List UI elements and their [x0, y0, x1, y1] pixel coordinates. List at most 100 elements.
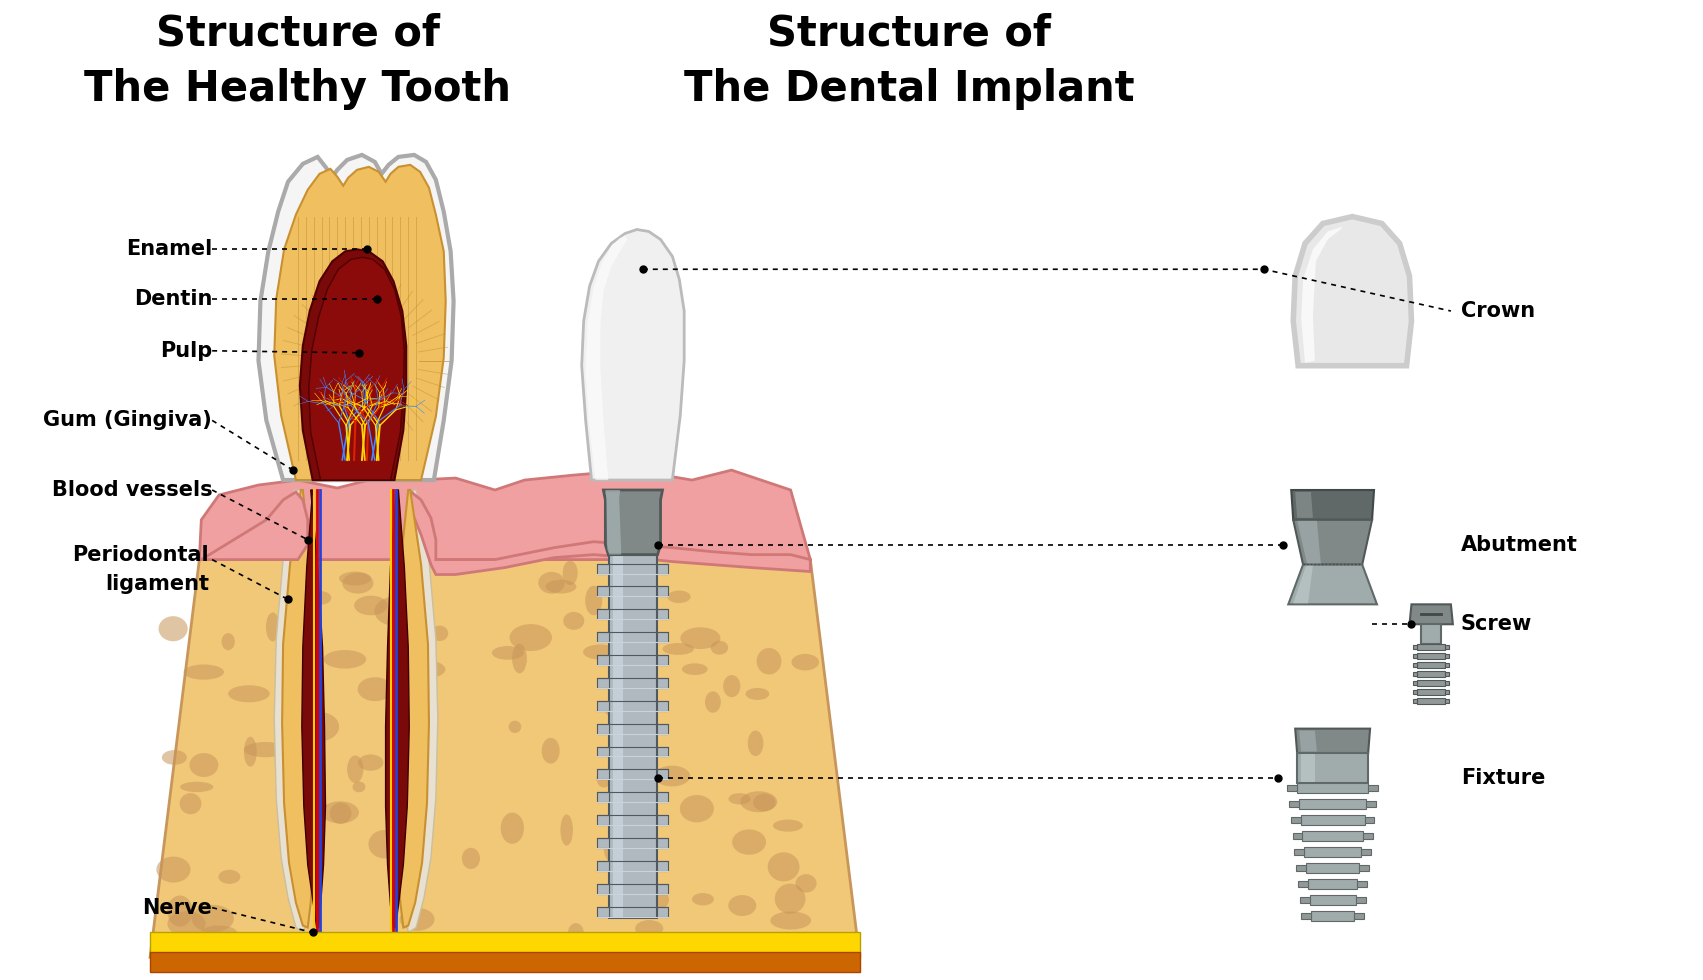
Polygon shape	[1298, 520, 1322, 563]
Ellipse shape	[221, 633, 235, 650]
Polygon shape	[657, 747, 668, 757]
Ellipse shape	[681, 627, 720, 649]
Polygon shape	[400, 490, 438, 933]
Polygon shape	[598, 860, 610, 871]
Polygon shape	[1413, 690, 1417, 694]
Text: Nerve: Nerve	[143, 898, 213, 917]
Ellipse shape	[635, 920, 662, 937]
Polygon shape	[1299, 800, 1366, 809]
Polygon shape	[1362, 833, 1373, 839]
Polygon shape	[613, 555, 623, 917]
Polygon shape	[598, 884, 610, 894]
Polygon shape	[1359, 865, 1369, 871]
Ellipse shape	[564, 612, 584, 630]
Ellipse shape	[654, 765, 690, 786]
Polygon shape	[1301, 755, 1315, 782]
Ellipse shape	[538, 572, 565, 594]
Ellipse shape	[181, 782, 213, 792]
Polygon shape	[657, 723, 668, 734]
Polygon shape	[1444, 663, 1449, 667]
Polygon shape	[385, 490, 409, 927]
Polygon shape	[657, 632, 668, 642]
Polygon shape	[598, 815, 610, 825]
Text: ligament: ligament	[106, 574, 209, 595]
Polygon shape	[1287, 564, 1378, 605]
Ellipse shape	[705, 691, 720, 712]
Ellipse shape	[775, 884, 806, 913]
Polygon shape	[657, 815, 668, 825]
Ellipse shape	[492, 646, 525, 660]
Ellipse shape	[768, 853, 799, 881]
Ellipse shape	[605, 706, 647, 718]
Ellipse shape	[244, 737, 257, 766]
Ellipse shape	[729, 895, 756, 916]
Polygon shape	[1291, 817, 1301, 823]
Polygon shape	[1301, 815, 1364, 825]
Polygon shape	[1294, 849, 1304, 855]
Ellipse shape	[189, 753, 218, 777]
Polygon shape	[1444, 654, 1449, 658]
Ellipse shape	[501, 812, 525, 844]
Ellipse shape	[770, 911, 811, 929]
Polygon shape	[1354, 912, 1364, 918]
Ellipse shape	[596, 769, 611, 788]
Polygon shape	[598, 723, 610, 734]
Ellipse shape	[218, 870, 240, 884]
Polygon shape	[657, 792, 668, 803]
Polygon shape	[1293, 217, 1412, 366]
Polygon shape	[150, 933, 860, 957]
Polygon shape	[598, 769, 610, 779]
Polygon shape	[1298, 783, 1368, 793]
Polygon shape	[300, 249, 407, 480]
Polygon shape	[274, 165, 446, 480]
Ellipse shape	[266, 612, 279, 641]
Ellipse shape	[400, 907, 434, 931]
Ellipse shape	[567, 923, 584, 945]
Polygon shape	[150, 953, 860, 972]
Ellipse shape	[368, 830, 400, 858]
Ellipse shape	[301, 712, 339, 741]
Polygon shape	[582, 229, 685, 480]
Polygon shape	[1303, 831, 1362, 841]
Ellipse shape	[560, 814, 572, 846]
Ellipse shape	[347, 756, 363, 783]
Ellipse shape	[192, 905, 233, 932]
Ellipse shape	[407, 661, 446, 678]
Polygon shape	[308, 258, 404, 480]
Ellipse shape	[310, 591, 332, 605]
Polygon shape	[1304, 847, 1361, 857]
Polygon shape	[1301, 226, 1342, 363]
Ellipse shape	[662, 643, 693, 655]
Ellipse shape	[792, 654, 819, 670]
Ellipse shape	[741, 791, 777, 812]
Polygon shape	[1417, 662, 1444, 668]
Polygon shape	[1298, 754, 1368, 783]
Ellipse shape	[431, 625, 448, 641]
Ellipse shape	[201, 925, 237, 940]
Ellipse shape	[729, 793, 751, 805]
Ellipse shape	[167, 911, 206, 936]
Polygon shape	[1417, 653, 1444, 659]
Polygon shape	[1444, 672, 1449, 676]
Polygon shape	[657, 586, 668, 597]
Polygon shape	[1413, 672, 1417, 676]
Polygon shape	[657, 610, 668, 619]
Ellipse shape	[773, 819, 802, 832]
Polygon shape	[1311, 910, 1354, 920]
Polygon shape	[657, 564, 668, 573]
Polygon shape	[1296, 865, 1306, 871]
Ellipse shape	[162, 750, 187, 764]
Polygon shape	[409, 492, 811, 574]
Polygon shape	[598, 792, 610, 803]
Text: Enamel: Enamel	[126, 239, 213, 260]
Polygon shape	[1366, 802, 1376, 808]
Polygon shape	[274, 490, 312, 933]
Polygon shape	[1308, 879, 1357, 889]
Ellipse shape	[244, 742, 286, 758]
Polygon shape	[301, 490, 325, 927]
Ellipse shape	[562, 561, 577, 585]
Polygon shape	[1287, 785, 1298, 791]
Ellipse shape	[388, 663, 426, 692]
Polygon shape	[1293, 833, 1303, 839]
Polygon shape	[1413, 681, 1417, 685]
